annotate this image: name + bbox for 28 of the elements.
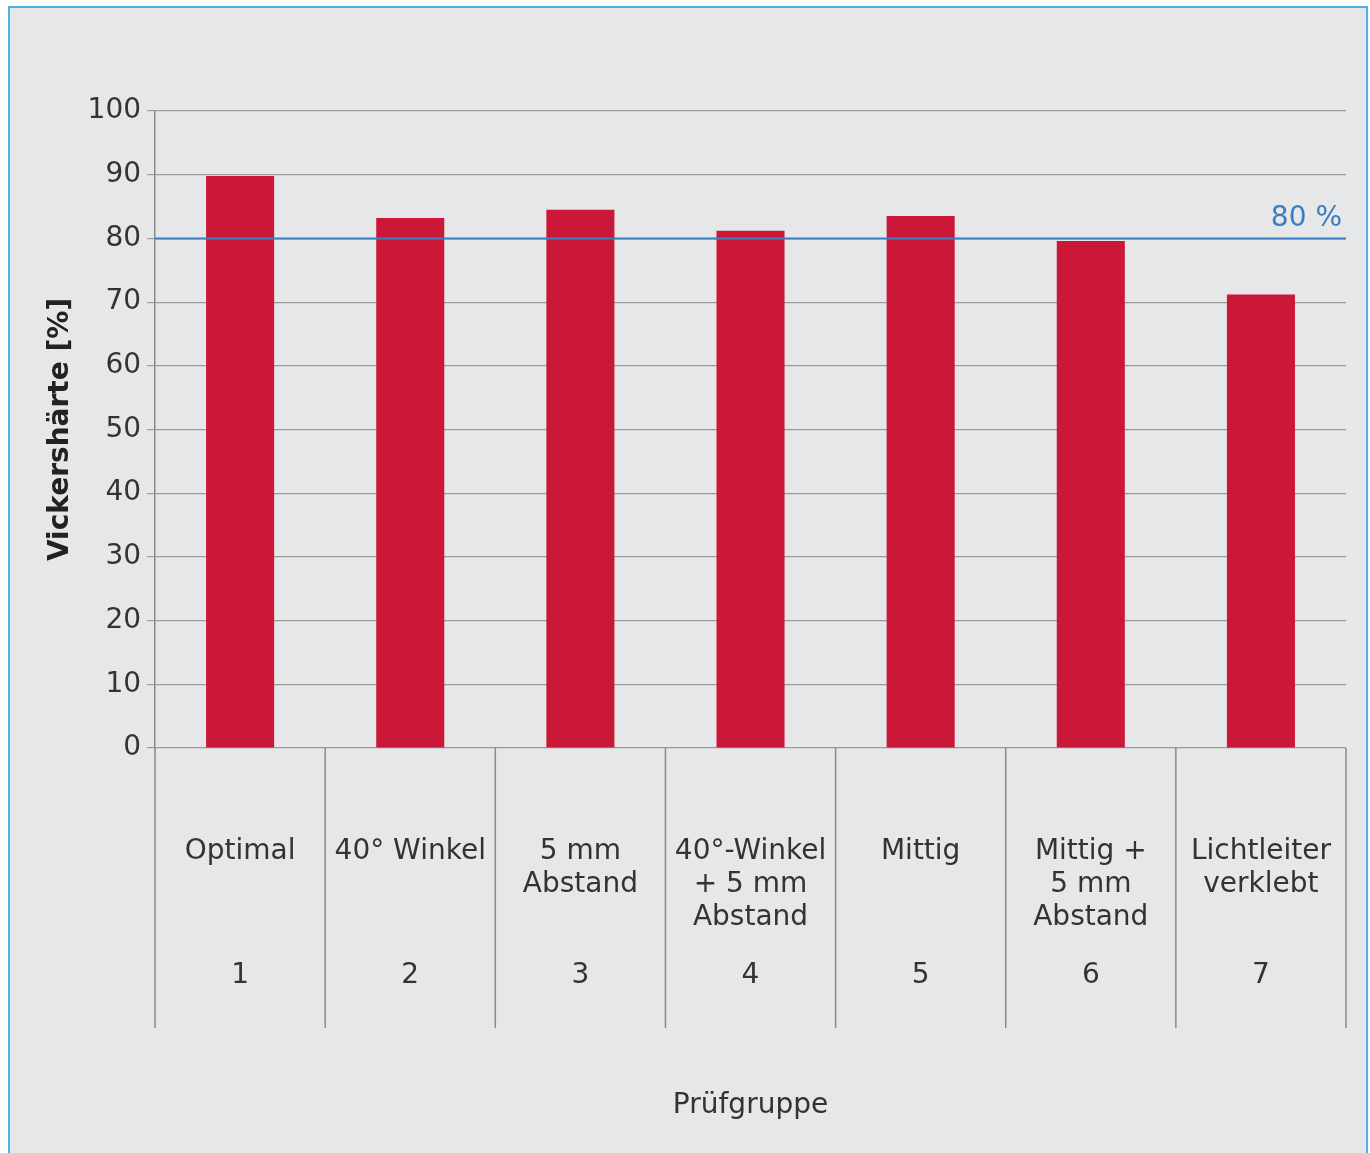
bar xyxy=(546,209,615,748)
x-tick-label: 40°-Winkel + 5 mm Abstand 4 xyxy=(674,833,827,991)
y-axis-title: Vickershärte [%] xyxy=(42,297,76,562)
y-tick-label: 0 xyxy=(123,729,142,763)
y-tick-label: 80 xyxy=(105,219,142,253)
category-label: Optimal 1 xyxy=(184,833,296,991)
bar xyxy=(886,216,955,748)
ref-line-label: 80 % xyxy=(1270,199,1342,233)
bar xyxy=(376,218,445,748)
y-tick-label: 60 xyxy=(105,347,142,381)
y-tick-label: 40 xyxy=(105,474,142,508)
x-axis-title: Prüfgruppe xyxy=(672,1087,829,1121)
y-tick-label: 50 xyxy=(105,410,142,444)
y-tick-label: 10 xyxy=(105,665,142,699)
y-tick-label: 70 xyxy=(105,283,142,317)
y-tick-label: 100 xyxy=(87,92,142,126)
y-tick-label: 30 xyxy=(105,538,142,572)
category-label: 5 mm Abstand 3 xyxy=(522,833,638,991)
category-label: Mittig 5 xyxy=(880,833,961,991)
y-tick-label: 20 xyxy=(105,601,142,635)
x-tick-label: Mittig + 5 mm Abstand 6 xyxy=(1033,833,1149,991)
category-label: Lichtleiter verklebt 7 xyxy=(1190,833,1331,991)
bar xyxy=(716,230,785,748)
bar xyxy=(1226,294,1295,748)
bar xyxy=(206,175,275,748)
bar xyxy=(1056,240,1125,748)
y-tick-label: 90 xyxy=(105,155,142,189)
category-label: 40° Winkel 2 xyxy=(334,833,486,991)
